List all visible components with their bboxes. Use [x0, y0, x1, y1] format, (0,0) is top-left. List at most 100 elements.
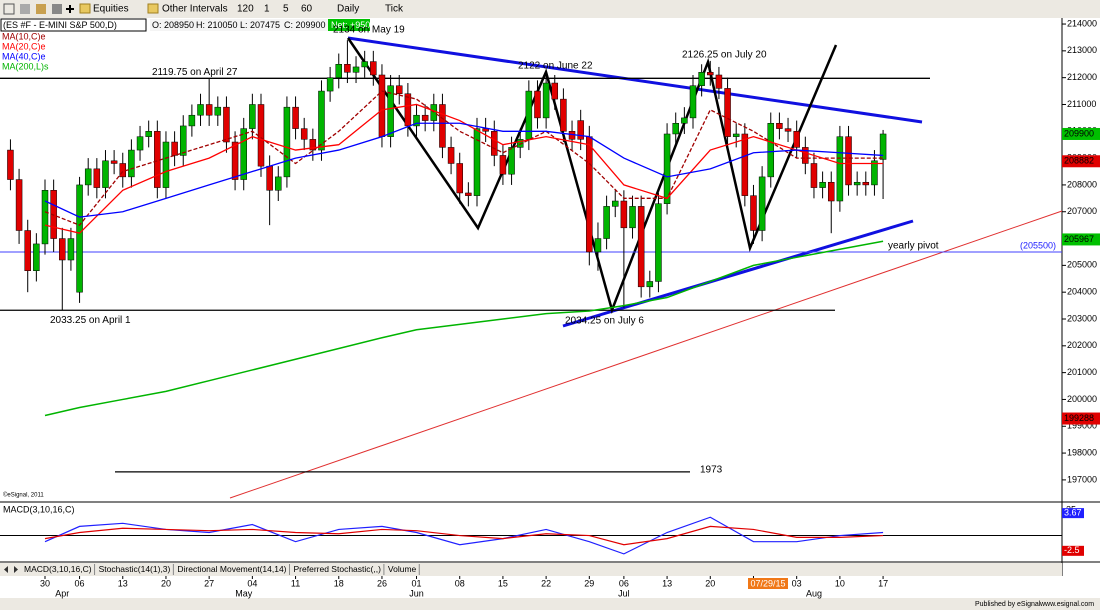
candle-body: [197, 104, 204, 116]
x-month-label: Apr: [55, 588, 69, 598]
icon[interactable]: [36, 4, 46, 14]
annotation: 2122 on June 22: [518, 61, 593, 72]
tab[interactable]: Volume: [388, 564, 417, 574]
candle-body: [292, 106, 299, 129]
candle-body: [41, 190, 49, 245]
y-tick-label: 211000: [1067, 99, 1096, 109]
date-flag: 07/29/15: [750, 578, 785, 588]
candle-body: [249, 104, 256, 129]
candle-body: [732, 133, 740, 137]
annotation: 2126.25 on July 20: [682, 50, 767, 61]
candle-body: [240, 128, 247, 180]
net: Net: +950: [331, 20, 370, 30]
x-tick-label: 08: [455, 578, 465, 588]
ma-line: [44, 122, 884, 218]
candle-body: [395, 85, 403, 95]
candle-body: [689, 85, 697, 119]
toolbar-item[interactable]: Tick: [385, 4, 404, 15]
icon[interactable]: [52, 4, 62, 14]
candle-body: [871, 160, 878, 186]
toolbar-item[interactable]: 5: [283, 4, 289, 15]
price-flag: [1062, 127, 1100, 140]
plot: [0, 40, 1062, 473]
candle-body: [231, 141, 239, 180]
candle-body: [162, 141, 170, 188]
y-tick-label: 197000: [1067, 474, 1097, 484]
candle-body: [750, 195, 757, 231]
toolbar-item[interactable]: 1: [264, 4, 270, 15]
toolbar-item[interactable]: 60: [301, 4, 313, 15]
x-month-label: May: [235, 588, 253, 598]
toolbar-item[interactable]: Other Intervals: [162, 4, 228, 15]
tab-arrows[interactable]: [4, 566, 18, 573]
ma-line: [44, 90, 884, 226]
candle-body: [7, 149, 14, 180]
level-label: 1973: [700, 464, 723, 475]
candle-body: [819, 181, 826, 188]
icon[interactable]: [147, 3, 159, 14]
trendline: [562, 219, 914, 328]
x-tick-label: 06: [75, 578, 85, 588]
y-tick-label: 212000: [1067, 72, 1097, 82]
candle-body: [335, 64, 343, 78]
macd-flag-label: -2.5: [1064, 545, 1080, 555]
candle-body: [577, 120, 584, 140]
toolbar-item[interactable]: 120: [237, 4, 254, 15]
candle-body: [551, 82, 559, 100]
icon[interactable]: [3, 3, 15, 15]
tab[interactable]: Directional Movement(14,14): [177, 564, 286, 574]
candle-body: [611, 200, 619, 207]
candle-body: [15, 179, 23, 231]
candle-body: [499, 155, 507, 175]
toolbar-bg: [0, 0, 1100, 18]
ohlc: H: 210050: [196, 20, 238, 30]
icon[interactable]: [66, 5, 74, 13]
candle-body: [715, 74, 723, 89]
candle-body: [845, 136, 852, 186]
annotation: 2134 on May 19: [333, 25, 405, 36]
icon[interactable]: [79, 3, 91, 14]
icon[interactable]: [20, 4, 30, 14]
candle-body: [784, 128, 792, 132]
price-flag-label: 208882: [1064, 156, 1094, 166]
toolbar-item[interactable]: Equities: [93, 4, 129, 15]
candle-body: [473, 128, 481, 196]
legend-entry: MA(200,L)s: [2, 61, 49, 71]
candle-body: [33, 243, 40, 271]
candle-body: [24, 230, 31, 271]
candle-body: [862, 181, 870, 186]
ma-line: [44, 103, 884, 234]
candle-body: [102, 160, 109, 188]
toolbar-item[interactable]: Daily: [337, 4, 359, 15]
candle-body: [275, 176, 282, 191]
price-flag: [1062, 155, 1100, 168]
x-month-label: Jul: [618, 588, 630, 598]
macd-line: [44, 516, 884, 555]
tab[interactable]: MACD(3,10,16,C): [24, 564, 92, 574]
candle-body: [326, 77, 334, 92]
candle-body: [361, 61, 368, 68]
price-flag-label: 199288: [1064, 413, 1094, 423]
candle-body: [620, 200, 628, 229]
x-tick-label: 22: [541, 578, 551, 588]
tab[interactable]: Preferred Stochastic(,,): [294, 564, 382, 574]
candle-body: [707, 72, 714, 76]
x-tick-label: 15: [498, 578, 508, 588]
candle-body: [214, 106, 222, 116]
candle-body: [724, 88, 731, 137]
candle-body: [344, 64, 351, 73]
tab[interactable]: Stochastic(14(1),3): [99, 564, 171, 574]
candle-body: [793, 131, 800, 148]
candle-body: [767, 122, 775, 178]
y-tick-label: 208000: [1067, 179, 1097, 189]
x-tick-label: 13: [118, 578, 128, 588]
candle-body: [283, 106, 291, 178]
x-tick-label: 04: [247, 578, 257, 588]
tabs: [0, 563, 1062, 576]
copyright: ©eSignal, 2011: [3, 492, 44, 499]
candle-body: [93, 168, 101, 188]
x-tick-label: 03: [792, 578, 802, 588]
candle-body: [110, 160, 118, 164]
y-tick-label: 204000: [1067, 287, 1097, 297]
